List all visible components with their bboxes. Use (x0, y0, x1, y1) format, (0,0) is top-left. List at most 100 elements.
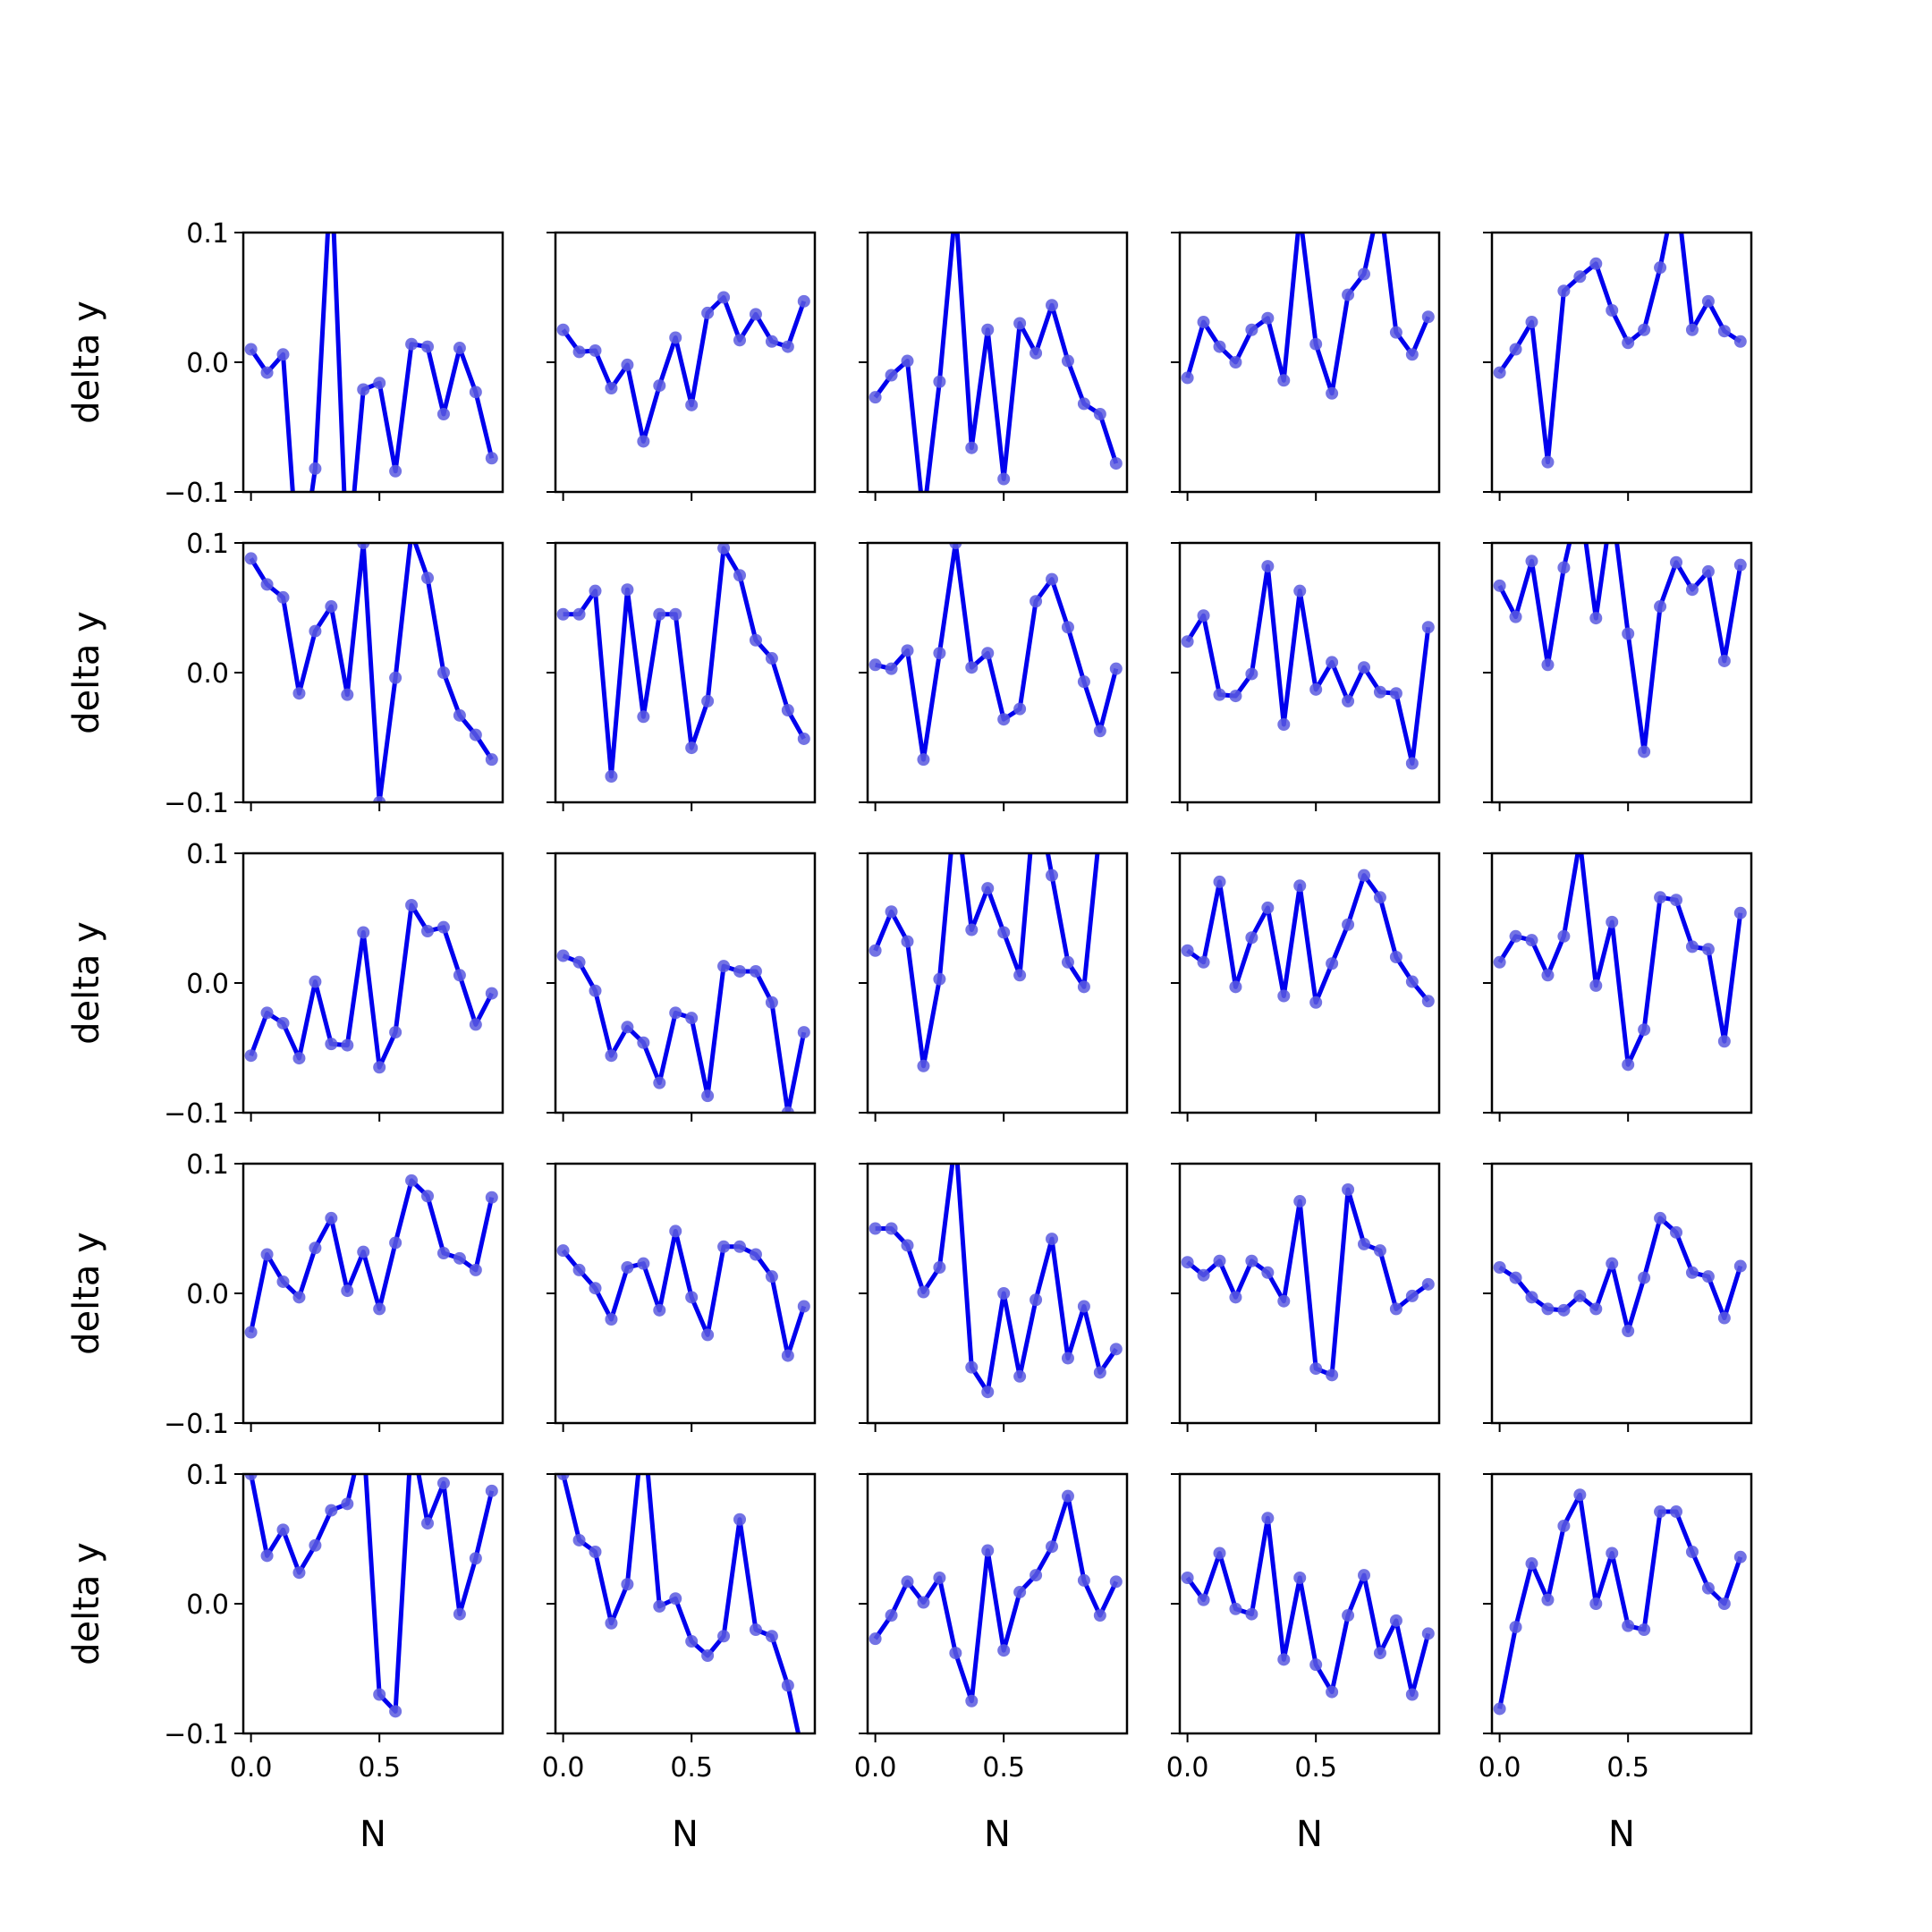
data-point (485, 1191, 498, 1204)
data-point (749, 1623, 762, 1636)
series-group (869, 1164, 1123, 1399)
series-line (875, 1164, 1118, 1394)
series-line (1185, 564, 1431, 766)
series-group (1181, 869, 1435, 1009)
data-point (1717, 1035, 1731, 1048)
data-point (1293, 584, 1307, 597)
data-point (781, 704, 794, 717)
data-point (1061, 955, 1074, 969)
data-point (653, 607, 666, 621)
data-point (276, 1275, 290, 1288)
data-point (733, 1513, 747, 1526)
data-point (1421, 621, 1435, 634)
data-point (1277, 989, 1291, 1003)
data-point (1525, 555, 1538, 568)
data-point (1197, 1268, 1210, 1282)
data-point (1389, 951, 1402, 963)
data-point (469, 1263, 482, 1276)
data-point (1213, 1546, 1226, 1560)
series-group (244, 233, 498, 492)
data-point (1358, 869, 1371, 882)
data-point (1638, 1623, 1651, 1636)
x-tick-label: 0.0 (542, 1752, 585, 1784)
data-point (685, 398, 699, 411)
x-tick-label: 0.5 (1606, 1752, 1649, 1784)
subplot-r2-c5 (1483, 541, 1753, 811)
data-point (373, 377, 386, 390)
data-point (1606, 1257, 1619, 1270)
series-group (1181, 1183, 1435, 1382)
subplot-r3-c5 (1483, 852, 1753, 1122)
series-group (1493, 1211, 1747, 1338)
series-group (556, 291, 810, 448)
data-point (373, 1061, 386, 1074)
series-group (556, 543, 810, 783)
data-point (653, 1599, 666, 1613)
data-point (389, 1705, 402, 1718)
data-point (1557, 561, 1571, 574)
data-point (309, 1241, 322, 1255)
data-point (421, 1190, 435, 1203)
y-tick-label: 0.0 (186, 1279, 229, 1310)
x-tick-label: 0.0 (1479, 1752, 1521, 1784)
data-point (797, 1026, 810, 1039)
data-point (765, 1270, 778, 1284)
subplot-r4-c3 (859, 1162, 1129, 1432)
data-point (421, 340, 435, 353)
data-point (1261, 560, 1275, 573)
data-point (589, 584, 602, 597)
data-point (1557, 1520, 1571, 1532)
data-point (572, 345, 586, 359)
data-point (1077, 1573, 1090, 1587)
data-point (869, 1222, 882, 1235)
data-point (885, 1222, 898, 1235)
data-point (1638, 1271, 1651, 1284)
data-point (325, 600, 338, 614)
data-point (357, 1245, 370, 1258)
data-point (869, 944, 882, 957)
data-point (885, 662, 898, 675)
data-point (1197, 316, 1210, 329)
data-point (556, 949, 570, 962)
data-point (733, 569, 747, 582)
data-point (917, 1285, 930, 1299)
data-point (1309, 682, 1323, 696)
y-axis-label: delta y (66, 921, 107, 1045)
series-group (869, 1489, 1123, 1707)
series-group (244, 1174, 498, 1339)
data-point (1277, 1653, 1291, 1666)
data-point (1326, 386, 1339, 400)
data-point (621, 583, 634, 597)
series-group (244, 1474, 498, 1718)
data-point (1309, 996, 1323, 1009)
data-point (469, 386, 482, 399)
data-point (1013, 702, 1027, 716)
data-point (1013, 1585, 1027, 1598)
data-point (1405, 1289, 1419, 1302)
data-point (1342, 288, 1355, 301)
data-point (1654, 891, 1667, 904)
series-group (1181, 233, 1435, 400)
data-point (1013, 969, 1027, 982)
series-line (1498, 1216, 1743, 1334)
data-point (1589, 1597, 1603, 1610)
data-point (1541, 1593, 1555, 1606)
data-point (373, 796, 386, 802)
subplot-r2-c4 (1171, 541, 1441, 811)
x-axis-label: N (984, 1814, 1011, 1855)
data-point (1493, 366, 1506, 379)
subplot-r1-c4 (1171, 231, 1441, 501)
data-point (1077, 1300, 1090, 1313)
data-point (436, 666, 450, 679)
data-point (485, 987, 498, 1000)
y-tick-label: −0.1 (164, 1409, 229, 1440)
data-point (1213, 1254, 1226, 1267)
data-point (1541, 1302, 1555, 1316)
subplot-r2-c3 (859, 541, 1129, 811)
data-point (341, 1038, 354, 1052)
data-point (325, 1504, 338, 1517)
data-point (1326, 957, 1339, 970)
data-point (605, 1616, 618, 1630)
data-point (717, 1240, 731, 1253)
